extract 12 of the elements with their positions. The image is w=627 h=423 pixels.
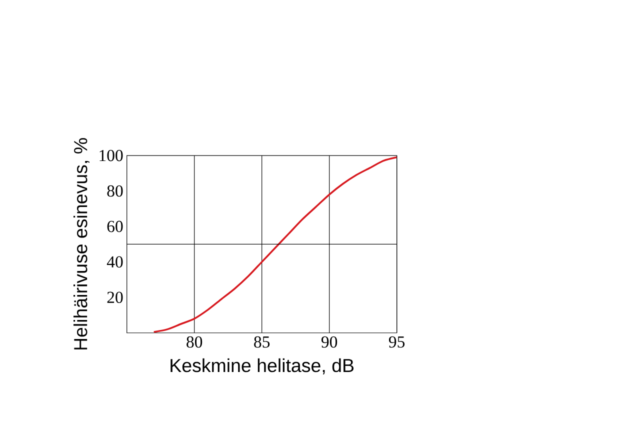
y-tick-label: 100 <box>100 150 123 162</box>
x-tick-label: 80 <box>186 336 202 348</box>
x-tick-label: 85 <box>254 336 270 348</box>
x-axis-title: Keskmine helitase, dB <box>170 358 354 374</box>
y-axis-title: Helihäirivuse esinevus, % <box>73 138 90 350</box>
x-tick-label: 95 <box>388 336 405 348</box>
y-tick-label: 60 <box>107 220 123 232</box>
y-tick-label: 20 <box>107 292 123 304</box>
y-tick-label: 80 <box>107 185 123 197</box>
x-tick-label: 90 <box>321 336 338 348</box>
y-tick-label: 40 <box>106 256 123 268</box>
line-series <box>152 156 397 333</box>
